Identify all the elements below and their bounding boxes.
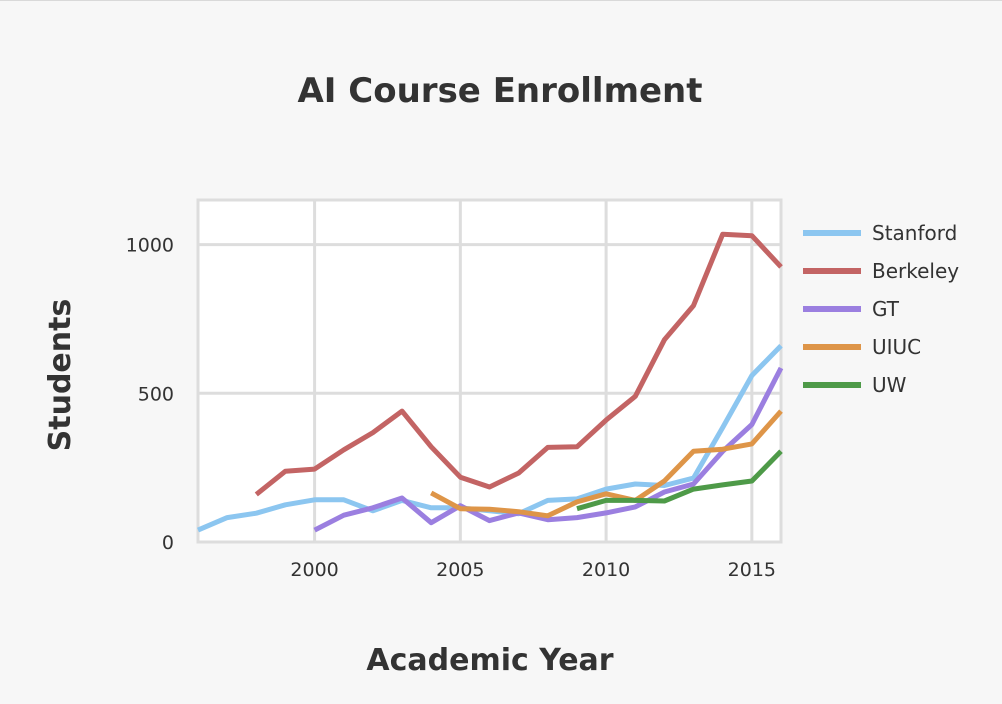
x-tick-label: 2005 (436, 559, 484, 581)
series-line-berkeley (254, 231, 783, 497)
x-tick-label: 2015 (728, 559, 776, 581)
y-tick-label: 1000 (126, 235, 174, 257)
legend-label: GT (872, 297, 900, 321)
legend-label: Berkeley (872, 259, 959, 283)
series-line-uiuc (430, 409, 783, 519)
y-tick-label: 0 (162, 532, 174, 554)
y-tick-label: 500 (138, 383, 174, 405)
chart-title: AI Course Enrollment (297, 71, 702, 111)
legend-label: UW (872, 373, 907, 397)
series-line-gt (313, 366, 784, 533)
y-axis-label: Students (43, 299, 78, 452)
x-tick-label: 2010 (582, 559, 630, 581)
series-line-uw (576, 449, 783, 512)
top-border-line (0, 0, 1002, 1)
x-tick-label: 2000 (290, 559, 338, 581)
legend-label: UIUC (872, 335, 921, 359)
legend-label: Stanford (872, 221, 957, 245)
x-axis-label: Academic Year (366, 643, 613, 678)
